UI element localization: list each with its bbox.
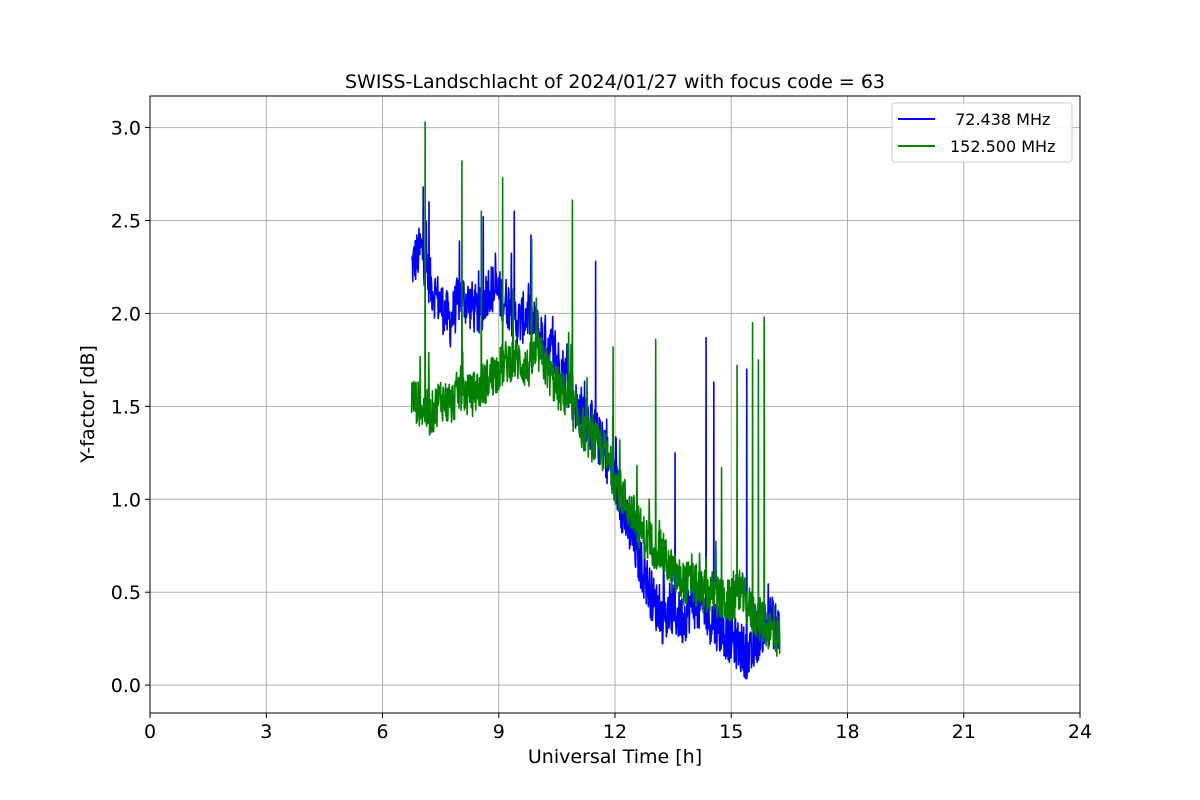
y-tick-label: 1.5 — [111, 396, 141, 418]
y-axis-label: Y-factor [dB] — [77, 345, 99, 464]
x-tick-label: 24 — [1068, 721, 1092, 743]
x-tick-label: 6 — [376, 721, 388, 743]
x-axis-label: Universal Time [h] — [528, 746, 702, 768]
legend-label-series-2: 152.500 MHz — [950, 137, 1055, 156]
x-tick-label: 12 — [603, 721, 627, 743]
y-tick-label: 3.0 — [111, 118, 141, 140]
series-layer — [410, 121, 781, 680]
legend-label-series-1: 72.438 MHz — [950, 110, 1050, 129]
chart-title: SWISS-Landschlacht of 2024/01/27 with fo… — [345, 71, 885, 93]
y-tick-label: 0.5 — [111, 582, 141, 604]
legend: 72.438 MHz 152.500 MHz — [891, 102, 1073, 163]
x-tick-label: 0 — [144, 721, 156, 743]
ticks: 0 3 6 9 12 15 18 21 24 0.0 0.5 1.0 1.5 2.0 2.5 3.0 — [111, 118, 1092, 743]
y-tick-label: 0.0 — [111, 675, 141, 697]
x-tick-label: 21 — [952, 721, 976, 743]
x-tick-label: 18 — [835, 721, 859, 743]
y-tick-label: 1.0 — [111, 489, 141, 511]
x-tick-label: 3 — [260, 721, 272, 743]
series-line-2 — [410, 121, 781, 657]
x-tick-label: 9 — [493, 721, 505, 743]
y-tick-label: 2.0 — [111, 303, 141, 325]
x-tick-label: 15 — [719, 721, 743, 743]
y-tick-label: 2.5 — [111, 211, 141, 233]
legend-box — [891, 102, 1073, 163]
